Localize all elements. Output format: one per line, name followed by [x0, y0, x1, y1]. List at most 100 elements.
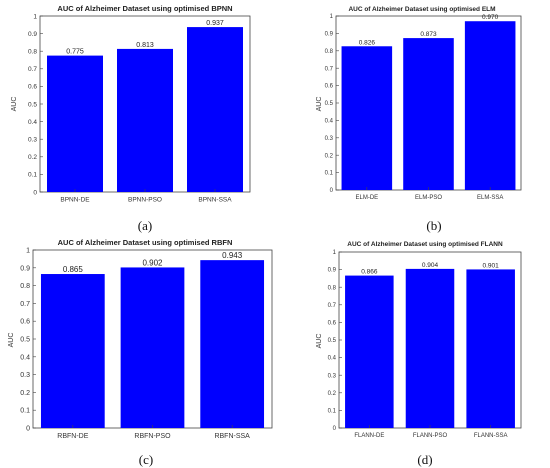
y-tick-label: 0.2 [325, 153, 334, 159]
y-tick-label: 0.2 [328, 391, 337, 397]
bars: 0.865 0.902 0.943 [40, 251, 265, 428]
y-tick-label: 0.8 [20, 283, 30, 290]
bar-value-label: 0.865 [63, 265, 84, 274]
y-tick-label: 0.4 [20, 354, 30, 361]
y-tick-label: 0.6 [28, 84, 37, 91]
y-tick-label: 0.6 [325, 84, 334, 90]
y-ticks: 0 0.1 0.2 0.3 0.4 0.5 0.6 0.7 0.8 0.9 1 [28, 13, 43, 196]
y-axis-label: AUC [8, 333, 15, 348]
panel-caption: (a) [137, 218, 153, 233]
y-tick-label: 0.9 [28, 31, 37, 38]
chart-d-svg: AUC of Alzheimer Dataset using optimised… [316, 241, 522, 439]
y-tick-label: 0.4 [325, 119, 334, 125]
chart-a-svg: AUC of Alzheimer Dataset using optimised… [11, 4, 251, 204]
bar-value-label: 0.813 [136, 42, 154, 49]
y-tick-label: 0.9 [20, 265, 30, 272]
x-tick-label: FLANN-DE [354, 433, 384, 439]
x-tick-labels: FLANN-DE FLANN-PSO FLANN-SSA [354, 425, 508, 439]
bars: 0.775 0.813 0.937 [47, 20, 243, 193]
y-tick-label: 0.4 [328, 356, 337, 362]
chart-title: AUC of Alzheimer Dataset using optimised… [347, 241, 503, 248]
chart-panel-d: AUC of Alzheimer Dataset using optimised… [295, 234, 550, 468]
bar [187, 27, 243, 193]
y-axis-label: AUC [316, 97, 323, 112]
x-tick-label: ELM-PSO [415, 195, 442, 201]
bar-value-label: 0.904 [422, 262, 439, 269]
x-tick-label: RBFN-SSA [214, 433, 250, 440]
y-tick-label: 0.9 [328, 268, 337, 274]
bar [120, 267, 185, 428]
y-tick-label: 1 [33, 13, 37, 20]
bar [405, 268, 455, 428]
x-tick-labels: BPNN-DE BPNN-PSO BPNN-SSA [60, 189, 232, 204]
y-tick-label: 0.8 [328, 285, 337, 291]
y-ticks: 0 0.1 0.2 0.3 0.4 0.5 0.6 0.7 0.8 0.9 1 [325, 14, 339, 194]
y-tick-label: 0.3 [28, 136, 37, 143]
y-tick-label: 0.8 [325, 49, 334, 55]
bar [200, 260, 265, 428]
y-axis-label: AUC [316, 334, 323, 349]
y-tick-label: 0.1 [328, 409, 337, 415]
panel-caption: (d) [417, 452, 433, 467]
x-tick-label: FLANN-SSA [474, 433, 508, 439]
y-tick-label: 0.1 [20, 408, 30, 415]
y-axis-label: AUC [11, 97, 18, 112]
chart-b-svg: AUC of Alzheimer Dataset using optimised… [316, 6, 522, 201]
y-tick-label: 0.3 [328, 373, 337, 379]
x-tick-label: FLANN-PSO [413, 433, 448, 439]
x-tick-label: BPNN-SSA [198, 197, 232, 204]
x-tick-label: RBFN-DE [57, 433, 88, 440]
y-tick-label: 0.6 [328, 321, 337, 327]
y-tick-label: 1 [26, 247, 30, 254]
bar [345, 275, 394, 428]
bar-value-label: 0.943 [222, 251, 243, 260]
y-tick-label: 0.9 [325, 32, 334, 38]
bar-value-label: 0.937 [206, 20, 224, 27]
y-tick-label: 0.1 [28, 172, 37, 179]
bar [403, 38, 454, 191]
chart-title: AUC of Alzheimer Dataset using optimised… [58, 238, 233, 247]
x-tick-label: BPNN-PSO [128, 197, 162, 204]
bar [47, 55, 103, 192]
x-tick-labels: ELM-DE ELM-PSO ELM-SSA [355, 187, 503, 201]
y-tick-label: 0.5 [20, 336, 30, 343]
y-ticks: 0 0.1 0.2 0.3 0.4 0.5 0.6 0.7 0.8 0.9 1 [328, 250, 342, 432]
y-tick-label: 0.7 [325, 66, 334, 72]
y-tick-label: 1 [333, 250, 337, 256]
y-tick-label: 0.3 [325, 136, 334, 142]
y-tick-label: 0 [33, 189, 37, 196]
panel-caption: (c) [138, 452, 154, 467]
chart-title: AUC of Alzheimer Dataset using optimised… [348, 6, 495, 13]
y-tick-label: 0.6 [20, 319, 30, 326]
bar [466, 269, 515, 428]
bar [40, 274, 105, 428]
y-tick-label: 0.5 [325, 101, 334, 107]
y-tick-label: 0.7 [28, 66, 37, 73]
chart-panel-b: AUC of Alzheimer Dataset using optimised… [295, 0, 550, 234]
bar-value-label: 0.902 [142, 258, 163, 267]
x-tick-label: ELM-SSA [477, 195, 503, 201]
chart-title: AUC of Alzheimer Dataset using optimised… [57, 4, 232, 13]
y-tick-label: 0.1 [325, 171, 334, 177]
bar-value-label: 0.826 [359, 39, 376, 46]
chart-panel-a: AUC of Alzheimer Dataset using optimised… [0, 0, 275, 234]
y-tick-label: 0.4 [28, 119, 37, 126]
y-tick-label: 0.8 [28, 48, 37, 55]
y-tick-label: 0.5 [328, 338, 337, 344]
y-tick-label: 0.2 [28, 154, 37, 161]
y-tick-label: 1 [330, 14, 334, 20]
bar-value-label: 0.901 [483, 262, 500, 269]
bar [341, 46, 393, 190]
x-tick-label: RBFN-PSO [134, 433, 171, 440]
bar [117, 48, 173, 192]
bar-value-label: 0.775 [66, 49, 84, 56]
y-tick-label: 0.2 [20, 390, 30, 397]
bar-value-label: 0.873 [420, 31, 437, 38]
y-tick-label: 0 [333, 426, 337, 432]
x-tick-labels: RBFN-DE RBFN-PSO RBFN-SSA [57, 425, 250, 440]
x-tick-label: BPNN-DE [60, 197, 90, 204]
bar [464, 21, 516, 190]
chart-panel-c: AUC of Alzheimer Dataset using optimised… [0, 234, 275, 468]
x-tick-label: ELM-DE [355, 195, 378, 201]
bar-value-label: 0.970 [482, 14, 499, 21]
